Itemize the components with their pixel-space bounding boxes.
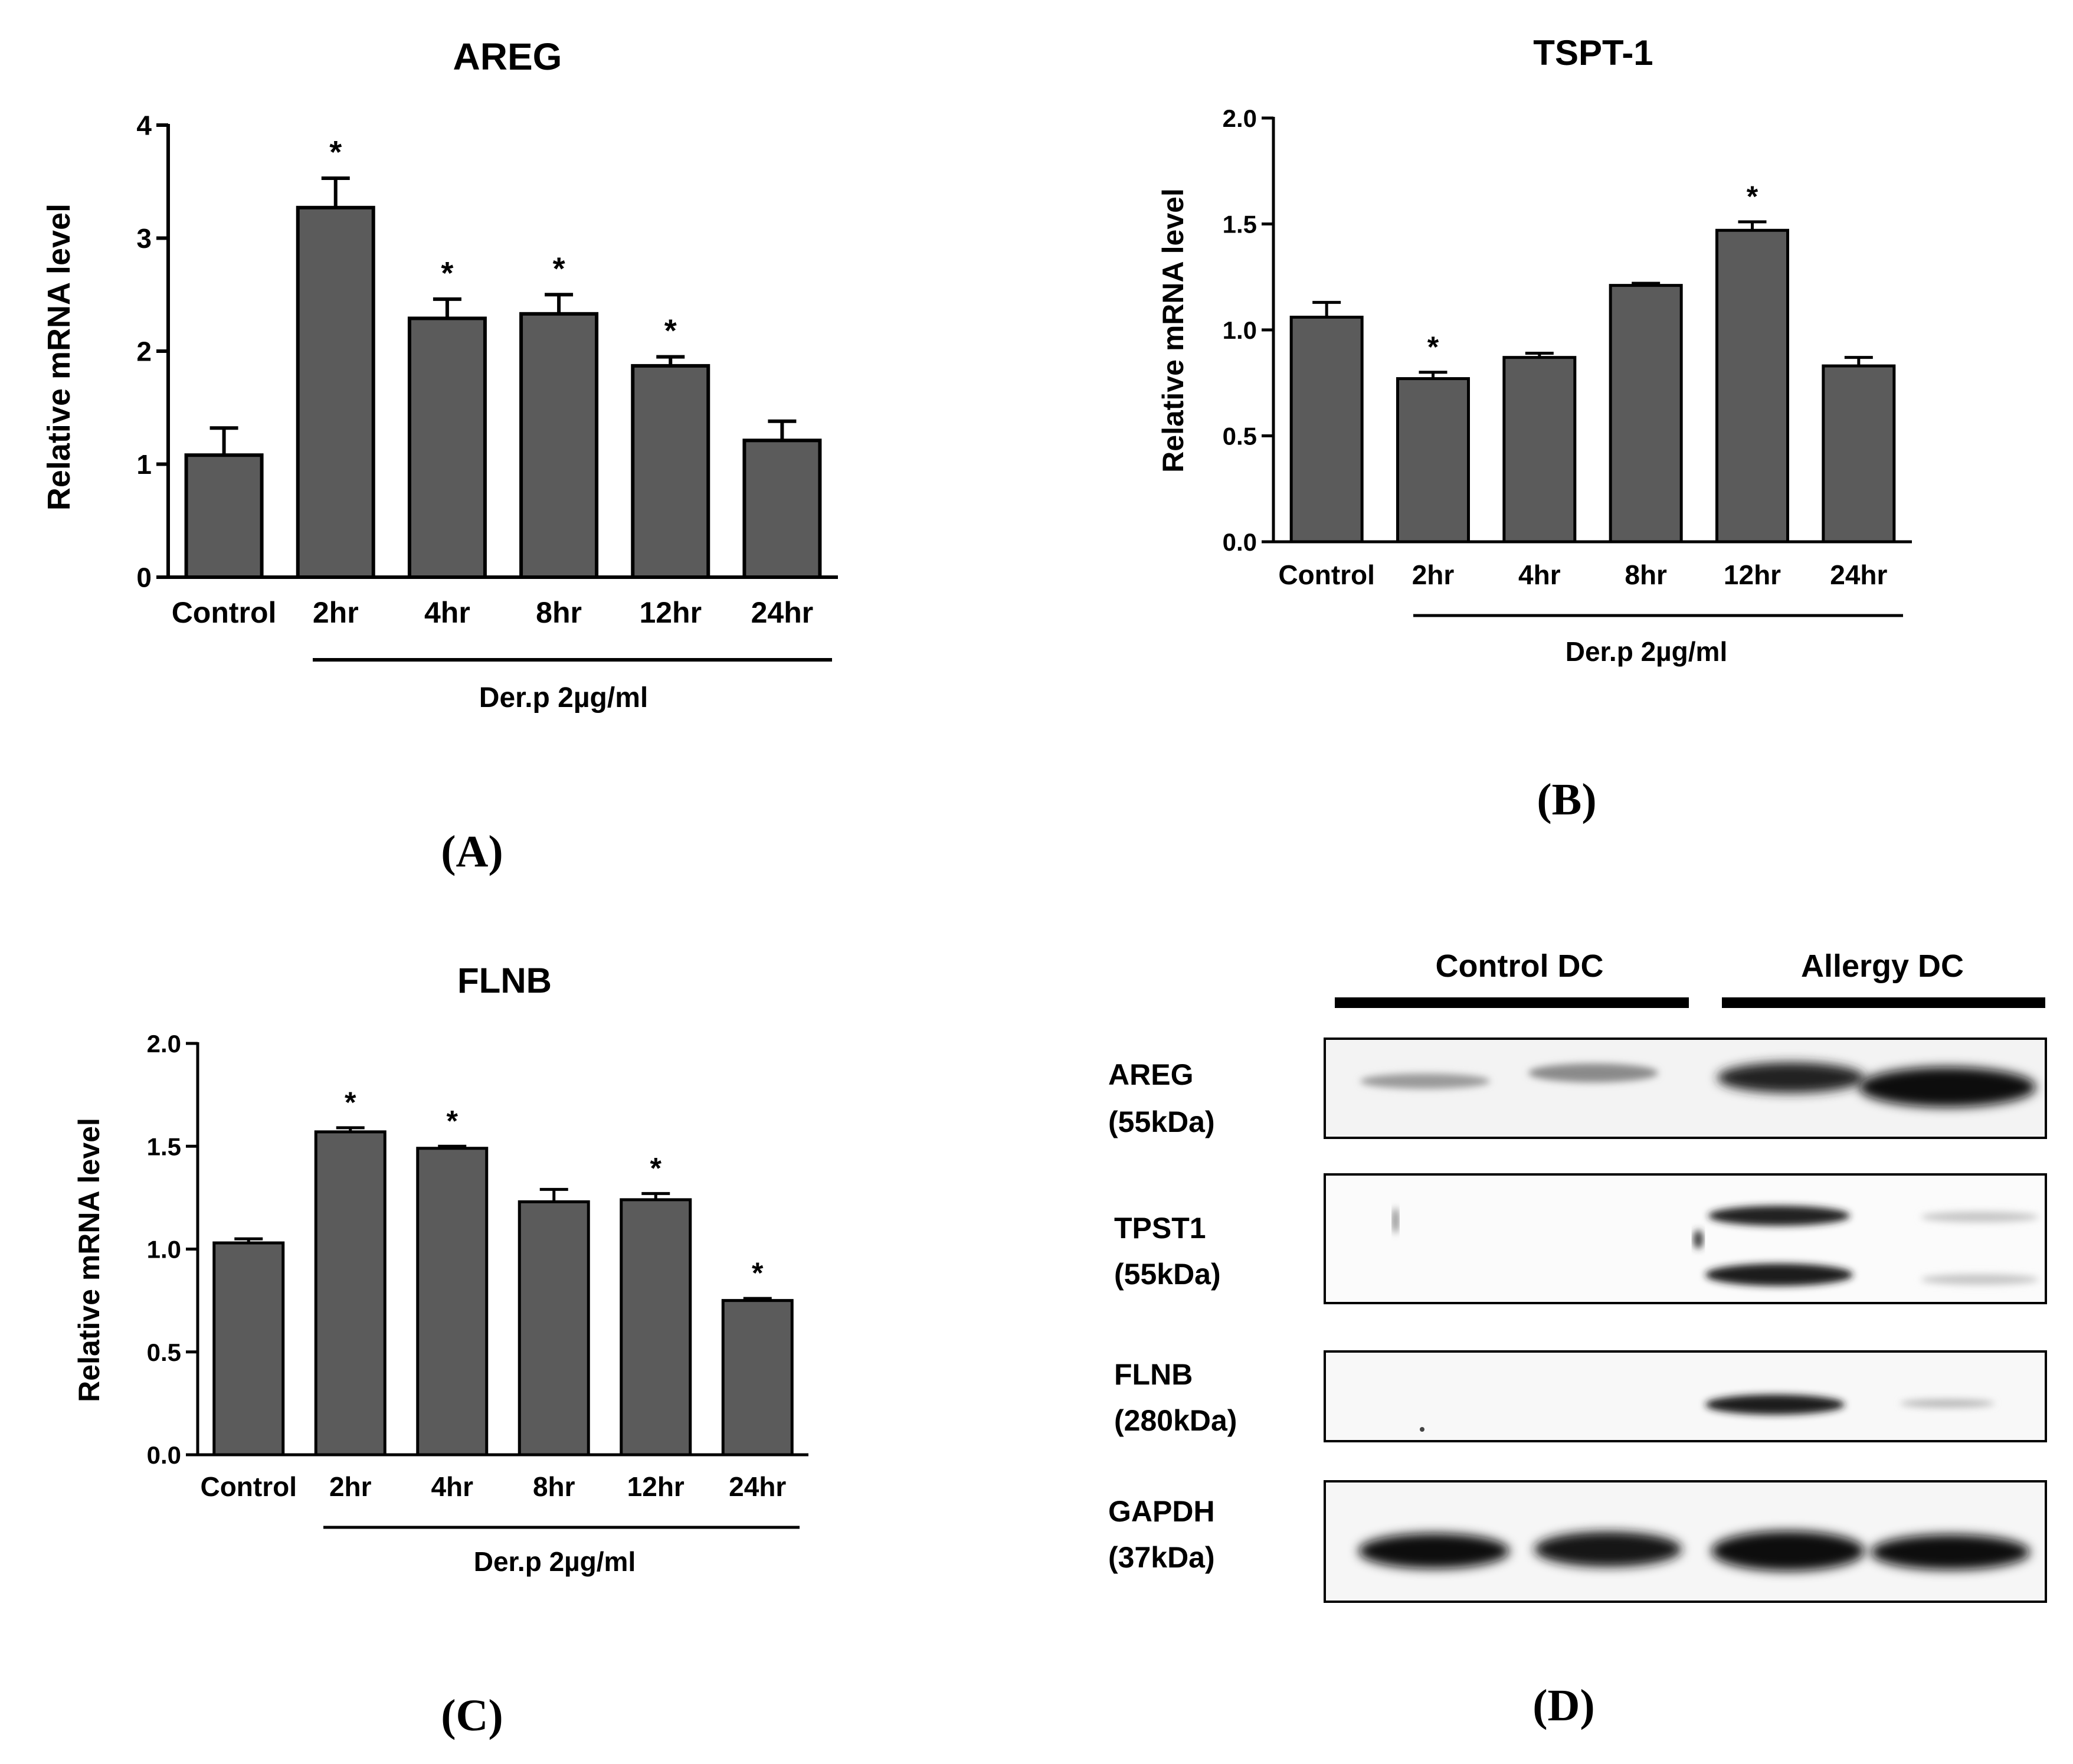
chart-tspt-1: TSPT-1 Relative mRNA level 0.0 0.5 1.0 1.5 2… bbox=[1157, 33, 1912, 824]
western-blot: Control DC Allergy DC AREG (55kDa) TPST1… bbox=[1108, 948, 2047, 1730]
x-tick-label: 2hr bbox=[313, 596, 359, 629]
x-tick-label: 24hr bbox=[729, 1471, 786, 1502]
y-tick-label: 1.5 bbox=[147, 1133, 181, 1160]
x-tick-label: 12hr bbox=[627, 1471, 685, 1502]
x-tick-label: 2hr bbox=[329, 1471, 372, 1502]
bar bbox=[212, 1241, 285, 1457]
blot-row-size: (55kDa) bbox=[1114, 1258, 1221, 1291]
bar bbox=[620, 1198, 692, 1457]
x-tick-label: 24hr bbox=[1830, 559, 1887, 590]
blot-image-tpst1 bbox=[1324, 1173, 2047, 1304]
bar bbox=[1715, 228, 1789, 544]
y-tick-label: 0.5 bbox=[147, 1338, 181, 1366]
y-tick-label: 0.0 bbox=[147, 1441, 181, 1469]
significance-marker: * bbox=[664, 313, 677, 349]
significance-marker: * bbox=[329, 135, 342, 170]
y-tick-label: 1 bbox=[136, 449, 152, 480]
bar bbox=[184, 453, 264, 579]
group-bar-control bbox=[1335, 997, 1689, 1008]
y-axis-label: Relative mRNA level bbox=[73, 1118, 106, 1402]
x-tick-label: 4hr bbox=[424, 596, 470, 629]
bar bbox=[1289, 315, 1364, 544]
panel-letter: (D) bbox=[1532, 1681, 1595, 1730]
bar bbox=[721, 1299, 794, 1457]
significance-marker: * bbox=[553, 251, 565, 286]
significance-marker: * bbox=[345, 1086, 356, 1119]
group-label: Der.p 2µg/ml bbox=[1566, 636, 1727, 667]
y-tick-label: 0 bbox=[136, 562, 152, 593]
blot-row-size: (280kDa) bbox=[1114, 1404, 1237, 1437]
blot-row-label: FLNB bbox=[1114, 1358, 1193, 1391]
bar bbox=[519, 312, 599, 579]
chart-flnb: FLNB Relative mRNA level 0.0 0.5 1.0 1.5 2.0… bbox=[73, 961, 808, 1740]
significance-marker: * bbox=[441, 256, 453, 291]
y-tick-label: 0.5 bbox=[1223, 423, 1257, 450]
chart-title: AREG bbox=[453, 35, 562, 78]
y-tick-label: 1.0 bbox=[1223, 316, 1257, 344]
blot-row-size: (55kDa) bbox=[1108, 1105, 1215, 1138]
x-tick-label: Control bbox=[172, 596, 277, 629]
bar bbox=[314, 1130, 387, 1457]
panel-letter: (A) bbox=[441, 827, 503, 876]
blot-image-flnb bbox=[1324, 1350, 2047, 1442]
bar bbox=[1609, 284, 1683, 544]
plot-area: 0.0 0.5 1.0 1.5 2.0 Control * 2hr * 4hr 8hr * 12hr * 2… bbox=[147, 1030, 808, 1529]
y-tick-label: 3 bbox=[136, 223, 152, 254]
y-axis-label: Relative mRNA level bbox=[1157, 188, 1190, 473]
chart-areg: AREG Relative mRNA level 0 1 2 3 4 Control * 2h… bbox=[41, 35, 838, 876]
bar bbox=[742, 438, 822, 579]
x-tick-label: Control bbox=[1278, 559, 1375, 590]
significance-marker: * bbox=[752, 1256, 764, 1290]
x-tick-label: 8hr bbox=[1625, 559, 1667, 590]
bar bbox=[1822, 364, 1896, 544]
bar bbox=[1396, 377, 1470, 544]
x-tick-label: 12hr bbox=[639, 596, 702, 629]
blot-row-label: GAPDH bbox=[1108, 1495, 1215, 1528]
panel-letter: (B) bbox=[1537, 775, 1596, 824]
blot-row-size: (37kDa) bbox=[1108, 1541, 1215, 1574]
blot-row-label: AREG bbox=[1108, 1058, 1193, 1091]
y-tick-label: 2.0 bbox=[147, 1030, 181, 1058]
plot-area: 0.0 0.5 1.0 1.5 2.0 Control * 2hr 4hr 8hr * 12hr 24h… bbox=[1223, 104, 1912, 617]
group-bar-allergy bbox=[1722, 997, 2045, 1008]
blot-image-areg bbox=[1324, 1038, 2047, 1139]
plot-area: 0 1 2 3 4 Control * 2hr * 4hr * 8hr * 12hr 24hr bbox=[136, 110, 838, 662]
y-tick-label: 1.5 bbox=[1223, 211, 1257, 238]
bar bbox=[1502, 356, 1577, 544]
significance-marker: * bbox=[1747, 180, 1758, 213]
x-tick-label: 12hr bbox=[1724, 559, 1781, 590]
blot-image-gapdh bbox=[1324, 1480, 2047, 1603]
y-tick-label: 0.0 bbox=[1223, 528, 1257, 556]
bar bbox=[416, 1147, 489, 1457]
significance-marker: * bbox=[650, 1151, 662, 1184]
x-tick-label: 8hr bbox=[536, 596, 582, 629]
chart-title: TSPT-1 bbox=[1533, 33, 1653, 73]
x-tick-label: 4hr bbox=[1518, 559, 1561, 590]
y-tick-label: 4 bbox=[136, 110, 152, 141]
bar bbox=[518, 1200, 590, 1457]
y-tick-label: 1.0 bbox=[147, 1236, 181, 1264]
x-tick-label: 8hr bbox=[533, 1471, 575, 1502]
significance-marker: * bbox=[447, 1104, 459, 1137]
panel-letter: (C) bbox=[441, 1691, 503, 1740]
y-axis-label: Relative mRNA level bbox=[41, 204, 77, 510]
significance-marker: * bbox=[1427, 330, 1439, 364]
x-tick-label: 2hr bbox=[1412, 559, 1455, 590]
x-tick-label: 4hr bbox=[431, 1471, 473, 1502]
group-header-allergy: Allergy DC bbox=[1801, 948, 1964, 984]
bar bbox=[407, 316, 487, 580]
bar bbox=[631, 364, 710, 580]
x-tick-label: Control bbox=[200, 1471, 297, 1502]
bar bbox=[296, 205, 375, 580]
chart-title: FLNB bbox=[457, 961, 552, 1000]
group-header-control: Control DC bbox=[1436, 948, 1604, 984]
blot-row-label: TPST1 bbox=[1114, 1212, 1206, 1245]
group-label: Der.p 2µg/ml bbox=[474, 1546, 636, 1577]
y-tick-label: 2.0 bbox=[1223, 104, 1257, 132]
x-tick-label: 24hr bbox=[751, 596, 814, 629]
group-label: Der.p 2µg/ml bbox=[479, 682, 648, 714]
y-tick-label: 2 bbox=[136, 336, 152, 367]
